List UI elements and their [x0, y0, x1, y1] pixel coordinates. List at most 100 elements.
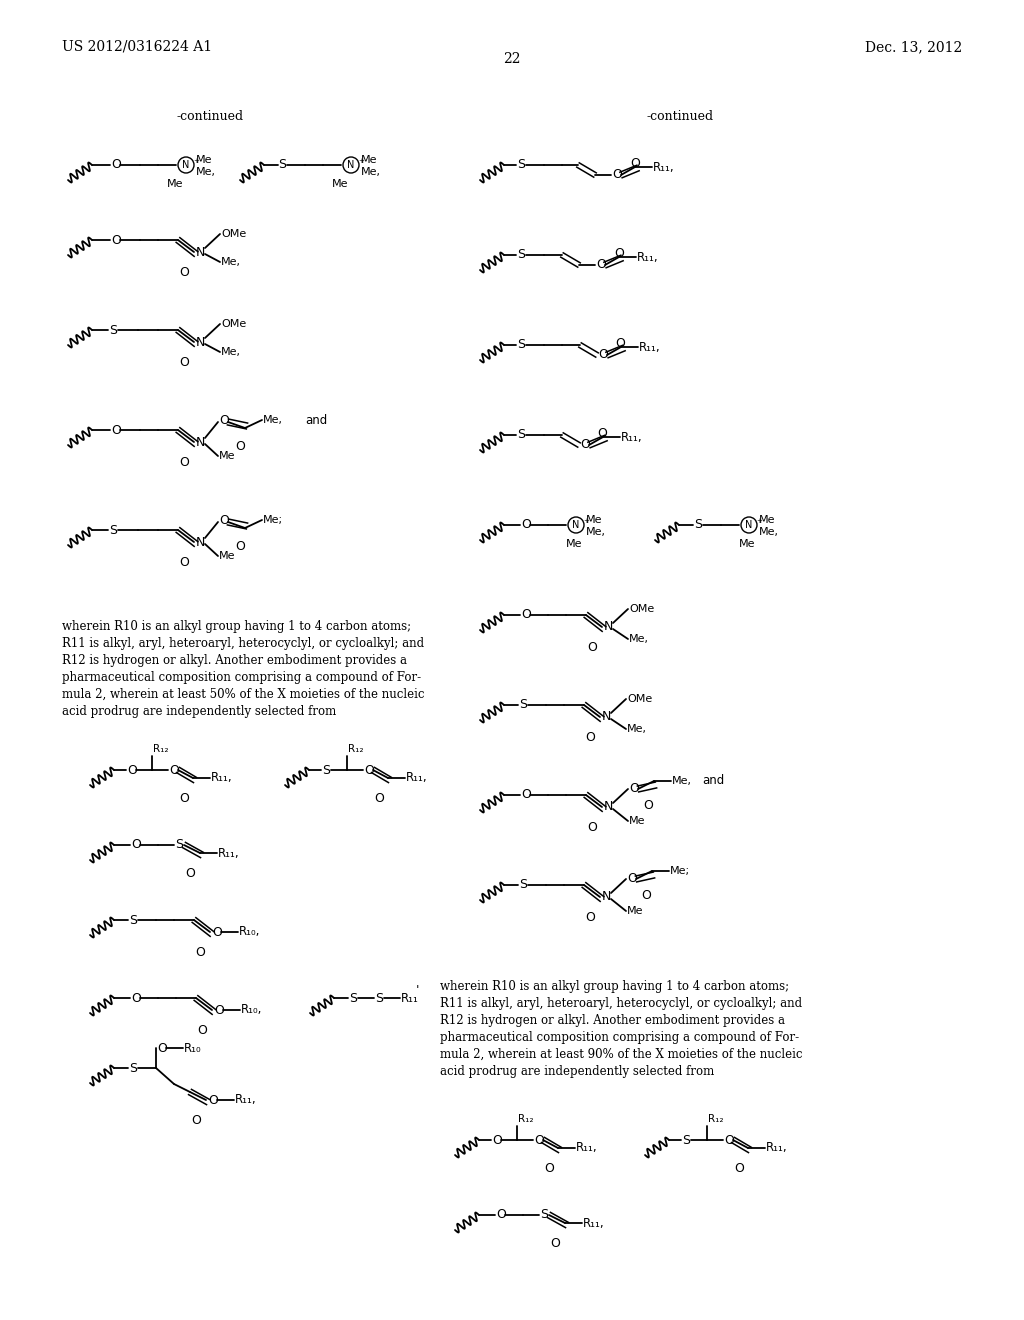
Text: R₁₁,: R₁₁, [575, 1142, 598, 1155]
Text: N: N [196, 536, 206, 549]
Text: Me,: Me, [221, 257, 241, 267]
Text: Me: Me [627, 906, 643, 916]
Text: R₁₀,: R₁₀, [239, 925, 260, 939]
Text: S: S [517, 338, 525, 351]
Text: and: and [702, 775, 724, 788]
Text: O: O [191, 1114, 201, 1127]
Text: O: O [615, 337, 625, 350]
Text: wherein R10 is an alkyl group having 1 to 4 carbon atoms;: wherein R10 is an alkyl group having 1 t… [440, 979, 790, 993]
Text: O: O [496, 1209, 506, 1221]
Text: N: N [196, 436, 206, 449]
Text: O: O [214, 1003, 224, 1016]
Text: O: O [612, 169, 622, 181]
Text: O: O [374, 792, 384, 805]
Text: O: O [212, 925, 222, 939]
Text: Dec. 13, 2012: Dec. 13, 2012 [864, 40, 962, 54]
Text: O: O [587, 642, 597, 653]
Text: mula 2, wherein at least 50% of the X moieties of the nucleic: mula 2, wherein at least 50% of the X mo… [62, 688, 425, 701]
Text: O: O [131, 838, 141, 851]
Text: S: S [375, 991, 383, 1005]
Text: O: O [364, 763, 374, 776]
Text: N: N [602, 891, 611, 903]
Text: R12 is hydrogen or alkyl. Another embodiment provides a: R12 is hydrogen or alkyl. Another embodi… [440, 1014, 785, 1027]
Text: acid prodrug are independently selected from: acid prodrug are independently selected … [440, 1065, 715, 1078]
Text: R₁₁,: R₁₁, [234, 1093, 257, 1106]
Text: US 2012/0316224 A1: US 2012/0316224 A1 [62, 40, 212, 54]
Text: O: O [219, 515, 229, 528]
Text: S: S [109, 323, 117, 337]
Text: O: O [127, 763, 137, 776]
Text: O: O [597, 426, 607, 440]
Text: O: O [521, 788, 530, 801]
Text: R₁₁: R₁₁ [401, 991, 419, 1005]
Text: Me,: Me, [263, 414, 283, 425]
Text: wherein R10 is an alkyl group having 1 to 4 carbon atoms;: wherein R10 is an alkyl group having 1 t… [62, 620, 411, 634]
Text: Me,: Me, [629, 634, 649, 644]
Text: N: N [602, 710, 611, 723]
Text: O: O [179, 455, 189, 469]
Text: R₁₂: R₁₂ [518, 1114, 534, 1125]
Text: N: N [572, 520, 580, 531]
Text: O: O [585, 731, 595, 744]
Text: S: S [349, 991, 357, 1005]
Text: O: O [614, 247, 624, 260]
Text: N: N [745, 520, 753, 531]
Text: Me,: Me, [759, 527, 779, 537]
Text: O: O [185, 867, 195, 880]
Text: S: S [540, 1209, 548, 1221]
Text: S: S [517, 248, 525, 261]
Text: R₁₁,: R₁₁, [653, 161, 675, 173]
Text: R₁₁,: R₁₁, [218, 846, 240, 859]
Text: Me: Me [565, 539, 583, 549]
Text: N: N [604, 800, 613, 813]
Text: R₁₁,: R₁₁, [766, 1142, 787, 1155]
Text: Me: Me [219, 451, 236, 461]
Text: S: S [519, 879, 527, 891]
Text: S: S [129, 1061, 137, 1074]
Text: S: S [322, 763, 330, 776]
Text: R₁₁,: R₁₁, [211, 771, 232, 784]
Text: O: O [724, 1134, 734, 1147]
Text: S: S [694, 519, 702, 532]
Text: O: O [197, 1024, 207, 1038]
Text: Me: Me [196, 154, 213, 165]
Text: Me;: Me; [670, 866, 690, 876]
Text: S: S [278, 158, 286, 172]
Text: S: S [519, 698, 527, 711]
Text: R₁₁,: R₁₁, [637, 251, 658, 264]
Text: Me,: Me, [221, 347, 241, 356]
Text: Me: Me [759, 515, 775, 525]
Text: O: O [630, 157, 640, 170]
Text: Me: Me [586, 515, 602, 525]
Text: N: N [347, 160, 354, 170]
Text: O: O [550, 1237, 560, 1250]
Text: S: S [517, 429, 525, 441]
Text: R11 is alkyl, aryl, heteroaryl, heterocyclyl, or cycloalkyl; and: R11 is alkyl, aryl, heteroaryl, heterocy… [62, 638, 424, 649]
Text: O: O [208, 1093, 218, 1106]
Text: O: O [111, 424, 121, 437]
Text: OMe: OMe [629, 605, 654, 614]
Text: O: O [598, 348, 608, 362]
Text: O: O [179, 792, 189, 805]
Text: Me: Me [167, 180, 183, 189]
Text: N: N [182, 160, 189, 170]
Text: R₁₀,: R₁₀, [241, 1003, 262, 1016]
Text: Me: Me [738, 539, 756, 549]
Text: O: O [195, 946, 205, 960]
Text: Me: Me [332, 180, 348, 189]
Text: O: O [587, 821, 597, 834]
Text: O: O [111, 158, 121, 172]
Text: O: O [179, 356, 189, 370]
Text: N: N [196, 335, 206, 348]
Text: ': ' [416, 983, 420, 997]
Text: O: O [219, 414, 229, 428]
Text: Me,: Me, [196, 168, 216, 177]
Text: Me: Me [219, 550, 236, 561]
Text: O: O [544, 1162, 554, 1175]
Text: O: O [131, 991, 141, 1005]
Text: OMe: OMe [221, 319, 246, 329]
Text: O: O [641, 888, 651, 902]
Text: O: O [734, 1162, 744, 1175]
Text: S: S [109, 524, 117, 536]
Text: R₁₁,: R₁₁, [583, 1217, 604, 1229]
